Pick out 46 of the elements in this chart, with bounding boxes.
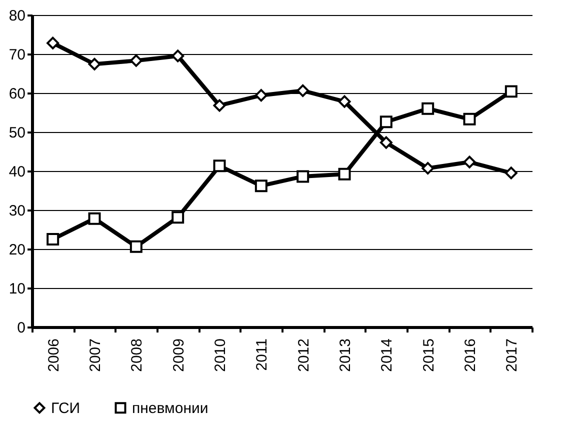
point — [380, 116, 392, 128]
point — [46, 233, 60, 246]
x-tick-label: 2006 — [45, 338, 62, 372]
x-tick-label: 2015 — [420, 338, 438, 372]
point — [130, 240, 142, 253]
point — [338, 168, 351, 180]
x-tick-label: 2007 — [87, 338, 104, 372]
point — [296, 170, 310, 183]
point — [88, 212, 101, 225]
point — [380, 136, 392, 149]
y-tick-label: 60 — [8, 86, 26, 102]
x-tick-label: 2013 — [337, 338, 354, 372]
point — [422, 102, 434, 115]
x-tick-label: 2017 — [504, 338, 521, 372]
point — [46, 36, 60, 50]
y-tick-label: 40 — [8, 164, 26, 180]
x-tick-label: 2016 — [462, 338, 479, 372]
y-tick-label: 30 — [8, 202, 26, 220]
y-tick-label: 20 — [8, 242, 26, 258]
x-tick-label: 2012 — [295, 338, 312, 372]
y-tick-label: 10 — [8, 280, 26, 298]
y-tick-label: 80 — [8, 8, 26, 24]
point — [213, 99, 226, 112]
point — [504, 85, 518, 98]
point — [338, 95, 351, 108]
y-tick-label: 0 — [17, 320, 26, 336]
point — [88, 58, 101, 70]
y-tick-label: 70 — [8, 46, 26, 64]
point — [463, 112, 476, 126]
point — [172, 50, 184, 62]
point — [172, 211, 184, 224]
x-tick-label: 2011 — [254, 338, 271, 371]
y-tick-label: 50 — [8, 124, 26, 142]
legend-label: ГСИ — [51, 400, 80, 417]
point — [254, 180, 268, 192]
point — [422, 162, 434, 175]
x-tick-label: 2009 — [170, 338, 188, 372]
point — [463, 156, 476, 168]
point — [213, 160, 226, 172]
point — [504, 166, 518, 180]
x-tick-label: 2010 — [212, 338, 229, 372]
legend-label: пневмонии — [132, 400, 208, 417]
x-tick-label: 2014 — [378, 338, 396, 372]
point — [296, 84, 310, 97]
x-tick-label: 2008 — [128, 338, 146, 372]
point — [254, 89, 268, 102]
